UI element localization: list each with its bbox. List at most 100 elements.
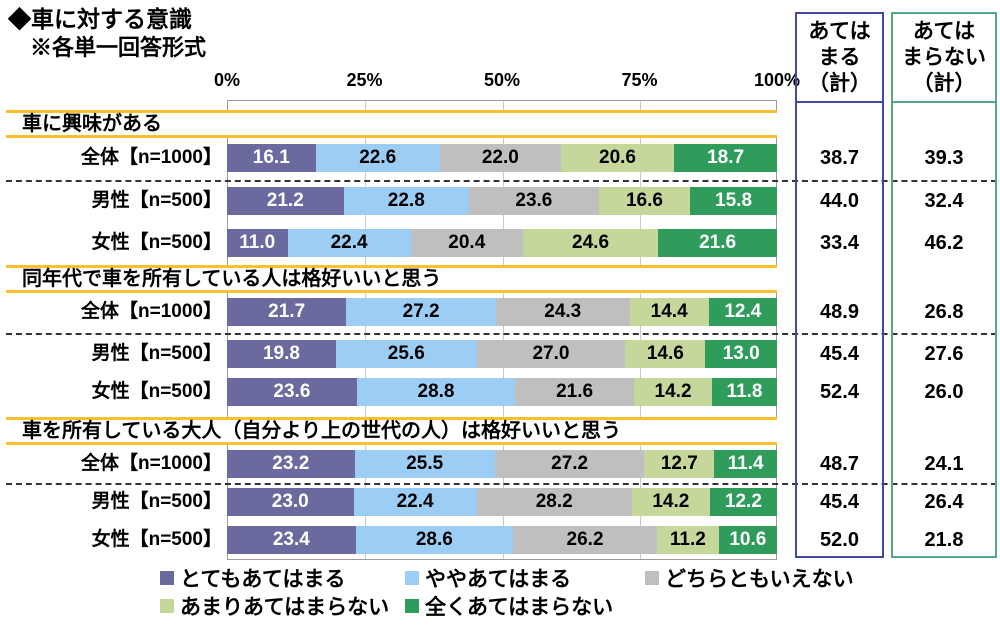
bar-segment: 21.6	[515, 378, 634, 406]
bar-segment: 16.6	[598, 187, 691, 215]
x-axis-tick-label: 0%	[213, 70, 241, 90]
bar-segment: 27.2	[494, 450, 645, 478]
row-label: 女性【n=500】	[91, 529, 222, 550]
bar-segment: 23.2	[227, 450, 355, 478]
section-header: 車を所有している大人（自分より上の世代の人）は格好いいと思う	[6, 417, 777, 445]
agree-total-value: 44.0	[820, 190, 859, 212]
legend-swatch	[405, 571, 419, 585]
x-axis-tick-label: 100%	[753, 70, 801, 90]
row-label: 全体【n=1000】	[81, 147, 222, 168]
bar-segment: 20.4	[410, 229, 523, 257]
bar-segment: 27.0	[476, 340, 626, 368]
chart-title: ◆車に対する意識	[8, 6, 192, 32]
agree-total-value: 45.4	[820, 343, 859, 365]
agree-total-header: あては まる （計）	[797, 14, 882, 103]
legend-label: とてもあてはまる	[180, 568, 346, 591]
legend-item: とてもあてはまる	[160, 564, 345, 592]
legend-item: あまりあてはまらない	[160, 592, 389, 620]
legend-label: 全くあてはまらない	[425, 596, 614, 619]
bar-segment: 28.8	[356, 378, 516, 406]
bar-segment: 13.0	[705, 340, 777, 368]
x-axis-tick-label: 50%	[483, 70, 521, 90]
x-axis-tick-label: 75%	[621, 70, 658, 90]
disagree-total-value: 46.2	[924, 232, 964, 254]
agree-total-value: 33.4	[820, 232, 859, 254]
bar-segment: 12.2	[709, 488, 777, 516]
bar-segment: 23.6	[468, 187, 599, 215]
x-axis-tick-label: 25%	[346, 70, 383, 90]
stacked-bar: 16.1 22.6 22.0 20.6 18.7	[227, 144, 777, 172]
agree-total-value: 52.0	[820, 529, 859, 551]
bar-segment: 14.2	[631, 488, 710, 516]
bar-segment: 14.6	[625, 340, 706, 368]
agree-total-value: 48.9	[820, 301, 859, 323]
row-separator-dashed	[6, 483, 997, 485]
bar-segment: 23.6	[227, 378, 357, 406]
bar-segment: 12.7	[644, 450, 715, 478]
disagree-total-value: 24.1	[924, 453, 964, 475]
stacked-bar: 23.4 28.6 26.2 11.2 10.6	[227, 526, 777, 554]
bar-segment: 18.7	[674, 144, 777, 172]
bar-segment: 26.2	[512, 526, 658, 554]
row-label: 男性【n=500】	[91, 343, 222, 364]
bar-segment: 25.6	[335, 340, 477, 368]
row-separator-dashed	[6, 333, 997, 335]
plot-area	[227, 100, 777, 560]
bar-segment: 28.2	[476, 488, 632, 516]
legend-label: あまりあてはまらない	[180, 596, 390, 619]
bar-segment: 22.4	[353, 488, 477, 516]
bar-segment: 24.6	[522, 229, 659, 257]
bar-segment: 21.6	[658, 229, 777, 257]
bar-segment: 16.1	[227, 144, 316, 172]
stacked-bar: 21.2 22.8 23.6 16.6 15.8	[227, 187, 777, 215]
agree-total-column: あては まる （計）	[795, 12, 884, 558]
agree-total-value: 48.7	[820, 453, 859, 475]
row-label: 女性【n=500】	[91, 381, 222, 402]
agree-total-value: 52.4	[820, 381, 859, 403]
bar-segment: 23.0	[227, 488, 354, 516]
row-label: 全体【n=1000】	[81, 453, 222, 474]
bar-segment: 21.2	[227, 187, 344, 215]
disagree-total-value: 26.4	[924, 491, 964, 513]
bar-segment: 22.4	[287, 229, 411, 257]
bar-segment: 19.8	[227, 340, 336, 368]
row-label: 男性【n=500】	[91, 190, 222, 211]
stacked-bar: 23.2 25.5 27.2 12.7 11.4	[227, 450, 777, 478]
bar-segment: 23.4	[227, 526, 356, 554]
bar-segment: 11.4	[714, 450, 777, 478]
gridline	[365, 101, 366, 559]
bar-segment: 14.2	[633, 378, 713, 406]
stacked-bar: 19.8 25.6 27.0 14.6 13.0	[227, 340, 777, 368]
bar-segment: 15.8	[690, 187, 777, 215]
bar-segment: 10.6	[718, 526, 777, 554]
stacked-bar: 21.7 27.2 24.3 14.4 12.4	[227, 298, 777, 326]
legend-item: どちらともいえない	[645, 564, 854, 592]
disagree-total-value: 21.8	[924, 529, 964, 551]
legend-swatch	[645, 571, 659, 585]
bar-segment: 28.6	[355, 526, 513, 554]
legend-label: ややあてはまる	[425, 568, 572, 591]
bar-segment: 11.0	[227, 229, 288, 257]
disagree-total-value: 27.6	[924, 343, 964, 365]
disagree-total-header: あては まらない （計）	[893, 14, 995, 103]
row-label: 全体【n=1000】	[81, 301, 222, 322]
bar-segment: 20.6	[560, 144, 675, 172]
disagree-total-value: 26.0	[924, 381, 964, 403]
bar-segment: 21.7	[227, 298, 347, 326]
legend-swatch	[160, 599, 174, 613]
bar-segment: 14.4	[629, 298, 709, 326]
gridline	[640, 101, 641, 559]
bar-segment: 22.6	[315, 144, 440, 172]
gridline	[502, 101, 504, 559]
agree-total-value: 38.7	[820, 147, 859, 169]
stacked-bar: 11.0 22.4 20.4 24.6 21.6	[227, 229, 777, 257]
bar-segment: 11.2	[657, 526, 719, 554]
legend-item: ややあてはまる	[405, 564, 571, 592]
section-header: 同年代で車を所有している人は格好いいと思う	[6, 265, 777, 293]
bar-segment: 12.4	[708, 298, 777, 326]
disagree-total-value: 39.3	[924, 147, 964, 169]
legend-label: どちらともいえない	[665, 568, 854, 591]
stacked-bar: 23.6 28.8 21.6 14.2 11.8	[227, 378, 777, 406]
bar-segment: 11.8	[712, 378, 777, 406]
